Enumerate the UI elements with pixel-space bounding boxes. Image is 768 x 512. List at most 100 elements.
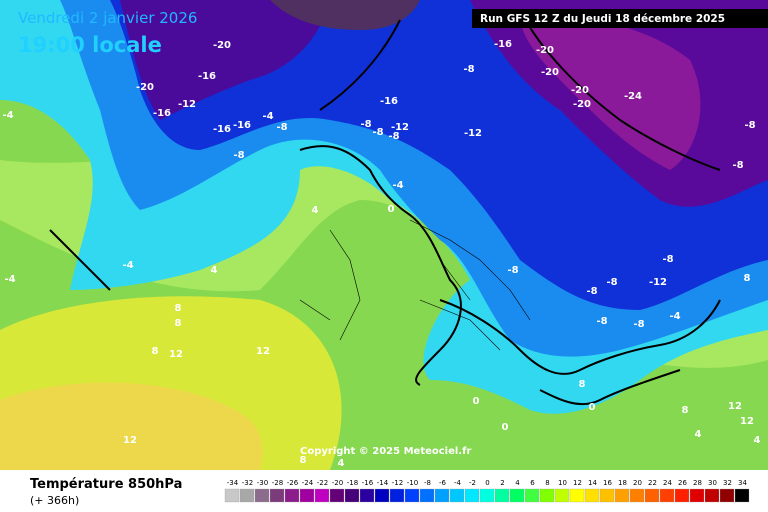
color-swatch [329,488,345,503]
contour-label: 8 [744,273,751,284]
contour-label: -16 [213,124,231,135]
color-swatch [389,488,405,503]
contour-label: 8 [300,455,307,466]
scale-label: 12 [573,479,582,487]
color-swatch [704,488,720,503]
scale-label: -28 [272,479,283,487]
contour-label: -4 [2,110,13,121]
scale-label: 0 [485,479,489,487]
scale-label: 4 [515,479,520,487]
contour-label: 4 [695,429,702,440]
contour-label: -20 [573,99,591,110]
contour-label: -8 [507,265,518,276]
copyright: Copyright © 2025 Meteociel.fr [300,446,471,457]
scale-label: 22 [648,479,657,487]
contour-label: 4 [338,458,345,469]
scale-label: -34 [227,479,239,487]
contour-label: -16 [198,71,216,82]
contour-label: -8 [360,119,371,130]
contour-label: -20 [536,45,554,56]
contour-label: 12 [740,416,754,427]
contour-label: 12 [123,435,137,446]
contour-label: -8 [276,122,287,133]
color-swatch [344,488,360,503]
scale-label: 16 [603,479,612,487]
color-swatch [644,488,660,503]
contour-label: 0 [502,422,509,433]
scale-label: 34 [738,479,747,487]
scale-label: -10 [407,479,418,487]
color-swatch [719,488,735,503]
contour-label: -4 [4,274,15,285]
scale-label: -14 [377,479,389,487]
contour-label: -16 [380,96,398,107]
map: -20-16-20-12-16-16 -16-4-8-8-16-8-8 -12-8-… [0,0,768,470]
color-swatch [569,488,585,503]
scale-label: 10 [558,479,567,487]
color-swatch [599,488,615,503]
contour-label: -8 [633,319,644,330]
contour-label: -16 [153,108,171,119]
contour-label: -4 [669,311,680,322]
color-swatch [239,488,255,503]
color-swatch [404,488,420,503]
contour-label: -4 [122,260,133,271]
contour-label: 12 [728,401,742,412]
scale-label: -22 [317,479,328,487]
contour-label: -8 [233,150,244,161]
color-swatch [314,488,330,503]
scale-label: -24 [302,479,314,487]
contour-label: 4 [312,205,319,216]
contour-label: 0 [589,402,596,413]
scale-label: -2 [469,479,476,487]
time: 19:00 locale [18,33,162,57]
scale-label: 8 [545,479,549,487]
very-cold-zone [270,0,420,30]
contour-label: -8 [586,286,597,297]
scale-label: 2 [500,479,504,487]
contour-label: -8 [463,64,474,75]
scale-label: 32 [723,479,732,487]
contour-label: -8 [732,160,743,171]
contour-label: -12 [464,128,482,139]
contour-label: -16 [233,120,251,131]
color-swatch [449,488,465,503]
contour-label: -8 [388,131,399,142]
color-swatch [464,488,480,503]
contour-label: 0 [473,396,480,407]
color-scale: -34 -32 -30 -28 -26 -24 -22 -20 -18 -16 -14 -12 -10-… [224,479,750,503]
contour-label: -20 [541,67,559,78]
scale-label: 30 [708,479,717,487]
color-swatch [689,488,705,503]
contour-label: -24 [624,91,642,102]
contour-label: 8 [579,379,586,390]
color-swatch [614,488,630,503]
scale-label: -18 [347,479,358,487]
color-swatch [629,488,645,503]
scale-label: 20 [633,479,642,487]
date: Vendredi 2 janvier 2026 [18,9,197,27]
color-swatch [299,488,315,503]
color-swatch [539,488,555,503]
very-cold-zone [520,16,701,170]
very-cold-zone [120,0,330,120]
scale-label: 18 [618,479,627,487]
warm-zone [0,382,263,470]
color-swatch [479,488,495,503]
contour-label: 4 [211,265,218,276]
color-swatch [659,488,675,503]
color-swatch [509,488,525,503]
contour-label: -16 [494,39,512,50]
scale-label: -20 [332,479,343,487]
contour-label: -20 [571,85,589,96]
contour-label: -8 [744,120,755,131]
color-swatch [269,488,285,503]
legend-title: Température 850hPa [30,477,182,492]
color-swatch [374,488,390,503]
contour-label: 0 [388,204,395,215]
color-swatch [434,488,450,503]
run: Run GFS 12 Z du Jeudi 18 décembre 2025 [480,13,725,25]
contour-label: -4 [262,111,273,122]
legend-subtitle: (+ 366h) [30,494,79,507]
